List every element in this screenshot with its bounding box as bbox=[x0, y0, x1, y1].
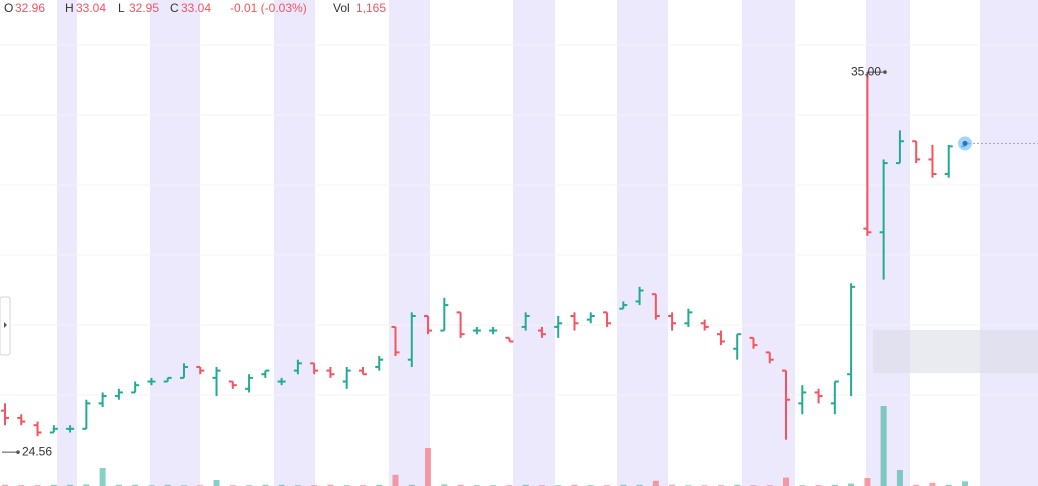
shade bbox=[617, 0, 668, 486]
header-label: C bbox=[170, 1, 179, 15]
header-change: -0.01 (-0.03%) bbox=[230, 1, 307, 15]
volume-bar bbox=[327, 484, 334, 486]
last-price-dot bbox=[962, 140, 968, 146]
volume-bar bbox=[425, 448, 432, 486]
volume-bar bbox=[132, 484, 139, 486]
low-marker-label: 24.56 bbox=[22, 444, 52, 458]
ohlc-header: O 32.96 H 33.04 L 32.95 C 33.04 -0.01 (-0.03%) Vo… bbox=[4, 1, 386, 15]
volume-bar bbox=[962, 481, 968, 486]
shade bbox=[980, 0, 1038, 486]
volume-bar bbox=[896, 470, 903, 486]
shade bbox=[742, 0, 795, 486]
volume-bar bbox=[457, 484, 464, 486]
header-value: 32.95 bbox=[129, 1, 159, 15]
volume-bar bbox=[213, 480, 220, 486]
volume-bar bbox=[848, 483, 855, 486]
shade bbox=[57, 0, 77, 486]
volume-bar bbox=[929, 482, 936, 486]
shade bbox=[389, 0, 430, 486]
volume-bar bbox=[115, 484, 122, 486]
high-marker-label: 35.00 bbox=[851, 64, 881, 78]
volume-bar bbox=[913, 484, 920, 486]
volume-bar bbox=[67, 484, 74, 486]
header-volume: 1,165 bbox=[356, 1, 386, 15]
volume-bar bbox=[864, 478, 871, 486]
shade bbox=[513, 0, 555, 486]
volume-bar bbox=[669, 484, 676, 486]
header-value: 32.96 bbox=[15, 1, 45, 15]
header-label: L bbox=[118, 1, 125, 15]
handle-arrow bbox=[4, 322, 7, 328]
volume-bar bbox=[522, 484, 529, 486]
volume-bar bbox=[441, 484, 448, 486]
volume-bar bbox=[278, 484, 285, 486]
volume-bar bbox=[392, 474, 399, 486]
high-marker-line bbox=[866, 71, 885, 79]
header-value: 33.04 bbox=[181, 1, 211, 15]
volume-bar bbox=[652, 480, 659, 486]
volume-bar bbox=[945, 484, 952, 486]
header-value: 33.04 bbox=[76, 1, 106, 15]
header-label: H bbox=[65, 1, 74, 15]
volume-bar bbox=[99, 468, 106, 486]
volume-bar bbox=[783, 477, 790, 486]
low-marker-dot bbox=[16, 450, 20, 454]
volume-bar bbox=[376, 484, 383, 486]
volume-bar bbox=[831, 484, 838, 486]
volume-bar bbox=[880, 406, 887, 486]
volume-bar bbox=[262, 484, 269, 486]
range-box bbox=[873, 330, 1038, 373]
shade bbox=[274, 0, 315, 486]
volume-bar bbox=[164, 484, 171, 486]
volume-bar bbox=[50, 484, 57, 486]
volume-bar bbox=[83, 484, 90, 486]
volume-bar bbox=[571, 484, 578, 486]
volume-bar bbox=[408, 484, 415, 486]
volume-bar bbox=[734, 484, 741, 486]
volume-bar bbox=[2, 484, 8, 486]
volume-bar bbox=[620, 484, 627, 486]
shade bbox=[150, 0, 200, 486]
header-label: O bbox=[4, 1, 13, 15]
volume-bar bbox=[636, 484, 643, 486]
shade bbox=[866, 0, 910, 486]
high-marker-dot bbox=[883, 70, 887, 74]
header-label: Vol bbox=[333, 1, 350, 15]
